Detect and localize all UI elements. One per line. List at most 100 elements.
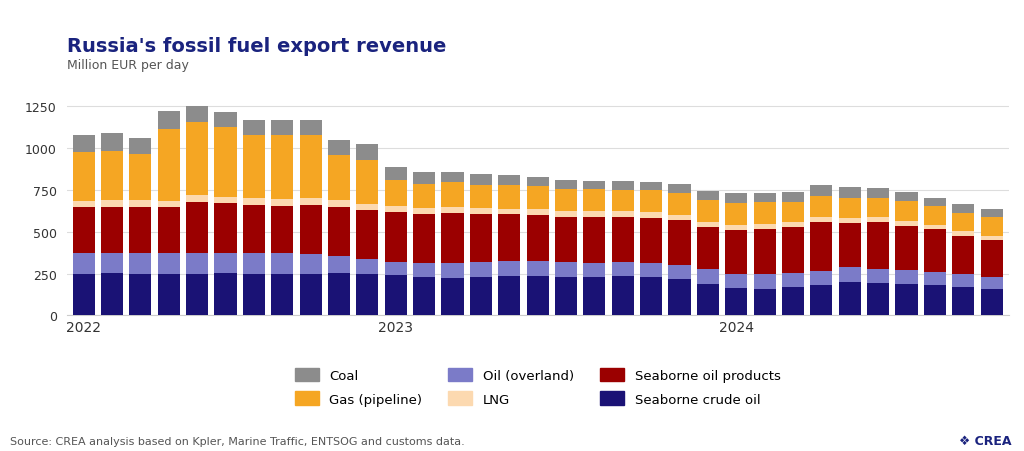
Bar — [526, 186, 549, 210]
Bar — [895, 284, 918, 316]
Bar — [696, 270, 719, 284]
Bar — [810, 271, 833, 285]
Bar — [981, 241, 1002, 278]
Bar — [498, 185, 520, 209]
Bar — [810, 222, 833, 271]
Bar — [73, 153, 94, 201]
Bar — [101, 207, 123, 253]
Bar — [696, 228, 719, 270]
Bar — [754, 289, 775, 316]
Bar — [243, 120, 265, 135]
Bar — [413, 173, 435, 184]
Bar — [782, 193, 804, 202]
Legend: Coal, Gas (pipeline), Oil (overland), LNG, Seaborne oil products, Seaborne crude: Coal, Gas (pipeline), Oil (overland), LN… — [290, 363, 785, 411]
Bar — [526, 178, 549, 186]
Bar — [895, 270, 918, 284]
Bar — [696, 284, 719, 316]
Bar — [696, 200, 719, 222]
Bar — [839, 224, 861, 267]
Bar — [356, 145, 379, 160]
Bar — [300, 275, 322, 316]
Bar — [526, 276, 549, 316]
Bar — [640, 213, 663, 218]
Bar — [158, 208, 180, 253]
Bar — [243, 253, 265, 274]
Bar — [725, 274, 748, 288]
Bar — [669, 216, 690, 221]
Bar — [895, 221, 918, 226]
Text: Source: CREA analysis based on Kpler, Marine Traffic, ENTSOG and customs data.: Source: CREA analysis based on Kpler, Ma… — [10, 437, 465, 446]
Bar — [952, 213, 974, 232]
Bar — [669, 266, 690, 279]
Bar — [385, 168, 407, 181]
Bar — [611, 217, 634, 262]
Bar — [441, 183, 464, 208]
Bar — [186, 196, 208, 203]
Bar — [867, 198, 889, 218]
Bar — [952, 274, 974, 287]
Bar — [129, 200, 152, 207]
Bar — [498, 175, 520, 185]
Bar — [810, 196, 833, 217]
Bar — [328, 273, 350, 316]
Bar — [129, 207, 152, 254]
Bar — [895, 202, 918, 221]
Bar — [754, 193, 775, 203]
Bar — [413, 215, 435, 263]
Text: Russia's fossil fuel export revenue: Russia's fossil fuel export revenue — [67, 37, 445, 55]
Bar — [186, 106, 208, 122]
Bar — [300, 199, 322, 206]
Bar — [498, 209, 520, 215]
Bar — [810, 285, 833, 316]
Bar — [328, 156, 350, 201]
Bar — [526, 216, 549, 262]
Bar — [186, 275, 208, 316]
Bar — [611, 276, 634, 316]
Bar — [555, 277, 578, 316]
Bar — [271, 206, 293, 254]
Bar — [584, 212, 605, 218]
Bar — [526, 262, 549, 276]
Bar — [186, 254, 208, 275]
Bar — [669, 193, 690, 216]
Bar — [981, 218, 1002, 236]
Bar — [611, 190, 634, 212]
Bar — [640, 277, 663, 316]
Bar — [73, 208, 94, 253]
Bar — [584, 181, 605, 190]
Bar — [73, 253, 94, 274]
Bar — [441, 263, 464, 278]
Bar — [214, 253, 237, 273]
Bar — [555, 212, 578, 217]
Bar — [782, 273, 804, 287]
Bar — [243, 274, 265, 316]
Bar — [328, 201, 350, 207]
Bar — [952, 287, 974, 316]
Bar — [214, 197, 237, 204]
Bar — [555, 180, 578, 189]
Bar — [328, 207, 350, 257]
Bar — [470, 277, 492, 316]
Bar — [356, 274, 379, 316]
Bar — [839, 198, 861, 218]
Bar — [810, 217, 833, 222]
Bar — [924, 272, 946, 285]
Bar — [839, 267, 861, 282]
Bar — [611, 182, 634, 190]
Bar — [555, 262, 578, 277]
Bar — [356, 260, 379, 274]
Bar — [385, 262, 407, 276]
Bar — [867, 189, 889, 198]
Bar — [981, 278, 1002, 290]
Bar — [696, 191, 719, 200]
Bar — [470, 185, 492, 209]
Bar — [214, 273, 237, 316]
Bar — [867, 218, 889, 223]
Bar — [754, 224, 775, 229]
Bar — [73, 201, 94, 208]
Bar — [725, 288, 748, 316]
Bar — [924, 226, 946, 230]
Bar — [101, 133, 123, 151]
Bar — [952, 236, 974, 274]
Text: Million EUR per day: Million EUR per day — [67, 59, 188, 72]
